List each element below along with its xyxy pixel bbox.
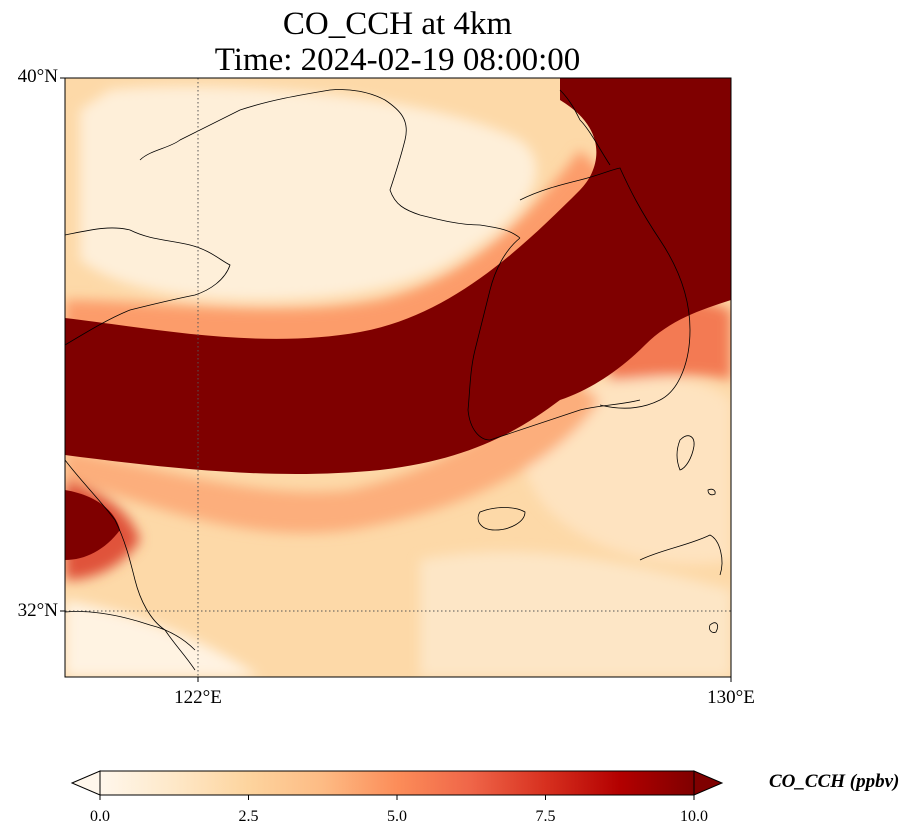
- cbar-ticklabel-3: 7.5: [535, 808, 556, 825]
- pale-south-area: [420, 551, 731, 677]
- colorbar-gradient: [99, 770, 695, 796]
- tsushima-island: [676, 435, 695, 471]
- yangtze-estuary: [65, 611, 196, 651]
- chart-title-line2: Time: 2024-02-19 08:00:00: [214, 42, 581, 78]
- cbar-ticklabel-0: 0.0: [90, 808, 110, 825]
- colorbar: [70, 770, 724, 800]
- colorbar-label: CO_CCH (ppbv): [769, 771, 900, 792]
- china-east-coast: [65, 459, 196, 671]
- chart-title-line1: CO_CCH at 4km: [282, 6, 513, 42]
- pale-north-area: [80, 86, 537, 300]
- plume-rim-south: [65, 370, 600, 534]
- lon-label-130: 130°E: [707, 687, 755, 708]
- gridlines: [65, 78, 731, 677]
- colorbar-extend-high: [693, 770, 724, 796]
- bohai-coast: [139, 89, 521, 239]
- korea-north-coast: [559, 89, 611, 166]
- kyushu-coast: [639, 534, 723, 576]
- concentration-field: [65, 78, 731, 677]
- korea-east-coast: [519, 167, 691, 409]
- axis-ticks: [60, 77, 732, 682]
- coastlines: [65, 89, 723, 671]
- islet-2: [709, 622, 718, 633]
- colorbar-extend-low: [70, 770, 101, 796]
- lat-label-40: 40°N: [17, 66, 58, 87]
- map-frame: [64, 77, 732, 678]
- shandong-coast: [65, 227, 231, 346]
- lat-label-32: 32°N: [17, 600, 58, 621]
- cbar-ticklabel-4: 10.0: [680, 808, 708, 825]
- cbar-ticklabel-2: 5.0: [387, 808, 407, 825]
- jeju-island: [477, 507, 526, 531]
- cbar-ticklabel-1: 2.5: [238, 808, 259, 825]
- high-concentration-plume: [65, 78, 731, 475]
- islet-1: [707, 488, 716, 496]
- korea-west-coast: [467, 237, 641, 441]
- pale-southwest-area: [65, 600, 260, 677]
- high-concentration-southwest: [65, 490, 120, 560]
- lon-label-122: 122°E: [174, 687, 222, 708]
